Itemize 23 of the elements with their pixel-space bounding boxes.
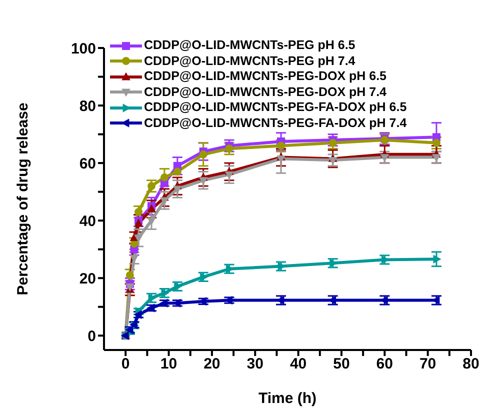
y-tick-label: 20 bbox=[79, 270, 96, 288]
x-tick-label: 80 bbox=[462, 356, 480, 373]
legend-label: CDDP@O-LID-MWCNTs-PEG-DOX pH 6.5 bbox=[144, 69, 387, 84]
y-tick-label: 0 bbox=[88, 328, 96, 345]
y-tick-label: 100 bbox=[70, 40, 96, 58]
y-axis-title: Percentage of drug release bbox=[14, 102, 32, 296]
y-tick-label: 80 bbox=[79, 98, 96, 115]
x-tick-label: 40 bbox=[290, 356, 307, 373]
x-tick-label: 30 bbox=[246, 356, 264, 373]
legend-label: CDDP@O-LID-MWCNTs-PEG pH 7.4 bbox=[144, 54, 356, 69]
x-axis-title: Time (h) bbox=[258, 390, 317, 407]
legend-label: CDDP@O-LID-MWCNTs-PEG-FA-DOX pH 6.5 bbox=[144, 100, 407, 116]
legend-label: CDDP@O-LID-MWCNTs-PEG pH 6.5 bbox=[144, 38, 356, 54]
x-tick-label: 0 bbox=[121, 356, 130, 373]
x-tick-label: 10 bbox=[160, 356, 178, 373]
y-tick-label: 60 bbox=[79, 155, 96, 172]
y-tick-label: 40 bbox=[79, 212, 96, 230]
legend-label: CDDP@O-LID-MWCNTs-PEG-DOX pH 7.4 bbox=[144, 84, 387, 100]
x-tick-label: 20 bbox=[204, 356, 220, 373]
legend-label: CDDP@O-LID-MWCNTs-PEG-FA-DOX pH 7.4 bbox=[144, 116, 407, 131]
x-tick-label: 50 bbox=[333, 356, 350, 373]
x-tick-label: 60 bbox=[376, 356, 393, 373]
x-tick-label: 70 bbox=[419, 356, 436, 373]
